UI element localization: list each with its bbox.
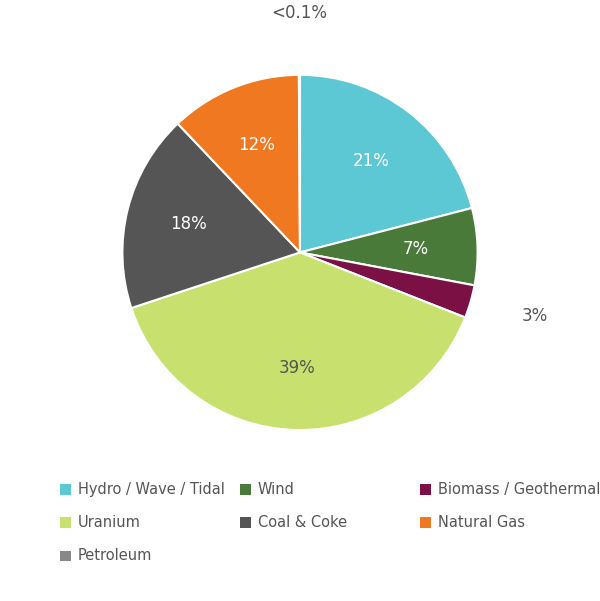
Text: 12%: 12% [238, 136, 275, 154]
Wedge shape [300, 252, 475, 317]
Text: Uranium: Uranium [78, 515, 141, 529]
Text: 3%: 3% [522, 308, 548, 325]
Wedge shape [299, 75, 300, 252]
Text: Petroleum: Petroleum [78, 548, 152, 563]
Text: <0.1%: <0.1% [271, 4, 327, 22]
Text: Natural Gas: Natural Gas [438, 515, 525, 529]
Text: Coal & Coke: Coal & Coke [258, 515, 347, 529]
Text: Hydro / Wave / Tidal: Hydro / Wave / Tidal [78, 482, 225, 496]
Wedge shape [300, 75, 472, 252]
Text: 39%: 39% [278, 359, 315, 377]
Wedge shape [300, 208, 478, 285]
Text: Wind: Wind [258, 482, 295, 496]
Text: 18%: 18% [170, 215, 206, 233]
Text: 7%: 7% [403, 240, 428, 258]
Wedge shape [178, 75, 300, 252]
Wedge shape [122, 124, 300, 308]
Text: 21%: 21% [352, 152, 389, 170]
Text: Biomass / Geothermal: Biomass / Geothermal [438, 482, 600, 496]
Wedge shape [131, 252, 465, 430]
